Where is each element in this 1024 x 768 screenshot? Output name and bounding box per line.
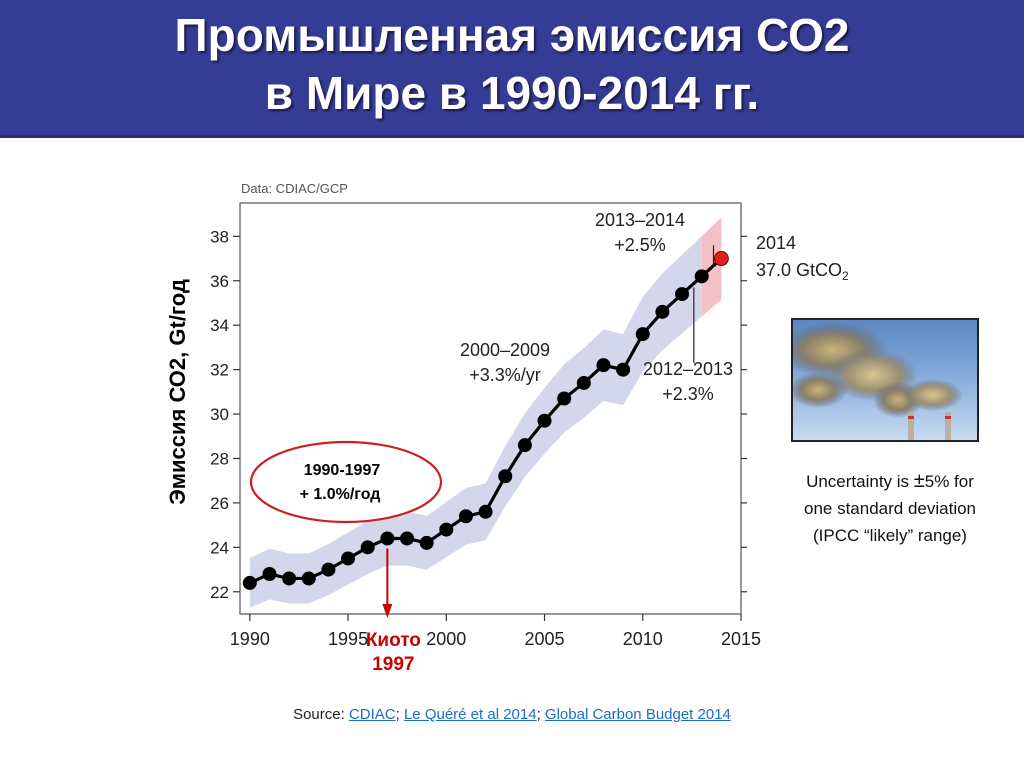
uncertainty-line-2: one standard deviation <box>803 499 977 518</box>
annotation-2013-2014-line1: 2013–2014 <box>595 210 685 230</box>
data-point <box>242 575 257 590</box>
data-point <box>596 358 611 373</box>
y-tick-label: 28 <box>210 449 229 468</box>
data-point <box>517 438 532 453</box>
data-point <box>400 531 414 546</box>
data-point <box>458 509 473 524</box>
page-title-line-2: в Мире в 1990-2014 гг. <box>264 67 760 119</box>
plus-minus-sign: ± <box>913 470 925 492</box>
annotation-2000-2009-line1: 2000–2009 <box>460 340 550 360</box>
x-tick-label: 2000 <box>426 629 466 649</box>
annotation-2014-line2: 37.0 GtCO2 <box>756 260 849 283</box>
plot-area <box>239 202 742 615</box>
x-tick-label: 2010 <box>623 629 663 649</box>
data-point <box>616 362 631 377</box>
y-tick-label: 30 <box>210 405 229 424</box>
data-point <box>439 522 454 537</box>
source-line: Source: CDIAC; Le Quéré et al 2014; Glob… <box>0 706 1024 723</box>
uncertainty-note: Uncertainty is ±5% for one standard devi… <box>775 468 1005 549</box>
kyoto-arrow-head <box>382 604 393 618</box>
factory-smoke-photo <box>791 318 979 442</box>
data-point <box>576 375 591 390</box>
y-tick-label: 32 <box>210 361 229 380</box>
y-tick-label: 24 <box>210 538 229 557</box>
uncertainty-line-1: Uncertainty is ±5% for <box>775 468 1005 495</box>
data-point <box>419 535 434 550</box>
uncertainty-rest: 5% for <box>924 472 974 491</box>
data-point <box>655 304 670 319</box>
annotation-2012-2013-line1: 2012–2013 <box>643 359 733 379</box>
y-tick-label: 34 <box>210 316 229 335</box>
uncertainty-prefix: Uncertainty is <box>806 472 914 491</box>
kyoto-label-line2: 1997 <box>372 654 414 675</box>
data-point-2014 <box>713 251 729 267</box>
x-tick-label: 1995 <box>328 629 368 649</box>
data-point <box>675 287 690 302</box>
data-point <box>380 531 395 546</box>
source-separator: ; <box>395 706 404 723</box>
y-tick-label: 22 <box>210 583 229 602</box>
annotation-2012-2013-line2: +2.3% <box>662 384 714 404</box>
data-point <box>478 504 493 519</box>
highlight-ellipse <box>249 440 443 524</box>
kyoto-label-line1: Киото <box>366 630 421 651</box>
data-point <box>537 413 552 428</box>
title-bar: Промышленная эмиссия СО2 в Мире в 1990-2… <box>0 0 1024 138</box>
annotation-2013-2014-line2: +2.5% <box>614 235 666 255</box>
data-point <box>262 567 277 582</box>
data-point <box>694 269 709 284</box>
uncertainty-line-3: (IPCC “likely” range) <box>813 526 967 545</box>
ellipse-label-line2: + 1.0%/год <box>300 486 381 503</box>
source-link-lequere[interactable]: Le Quéré et al 2014 <box>403 706 537 723</box>
data-point <box>635 327 650 342</box>
data-point <box>557 391 572 406</box>
annotation-2000-2009-line2: +3.3%/yr <box>469 365 541 385</box>
uncertainty-band <box>249 236 702 608</box>
data-point <box>360 540 375 555</box>
source-label: Source: <box>293 706 349 723</box>
x-tick-label: 2005 <box>525 629 565 649</box>
y-tick-label: 36 <box>210 272 229 291</box>
data-point <box>341 551 356 566</box>
ellipse-label-line1: 1990-1997 <box>304 462 381 479</box>
y-axis-label: Эмиссия СО2, Gt/год <box>165 279 190 505</box>
subscript-2: 2 <box>842 269 849 283</box>
annotation-2014-line1: 2014 <box>756 233 796 253</box>
data-point <box>321 562 336 577</box>
x-tick-label: 2015 <box>721 629 761 649</box>
x-tick-label: 1990 <box>230 629 270 649</box>
source-separator: ; <box>536 706 545 723</box>
source-link-cdiac[interactable]: CDIAC <box>348 706 396 723</box>
data-point <box>498 469 513 484</box>
data-point <box>282 571 297 586</box>
y-tick-label: 26 <box>210 494 229 513</box>
y-tick-label: 38 <box>210 227 229 246</box>
data-source-label: Data: CDIAC/GCP <box>241 181 348 196</box>
data-point <box>301 571 316 586</box>
page-title-line-1: Промышленная эмиссия СО2 <box>174 9 850 61</box>
source-link-gcb[interactable]: Global Carbon Budget 2014 <box>544 706 731 723</box>
